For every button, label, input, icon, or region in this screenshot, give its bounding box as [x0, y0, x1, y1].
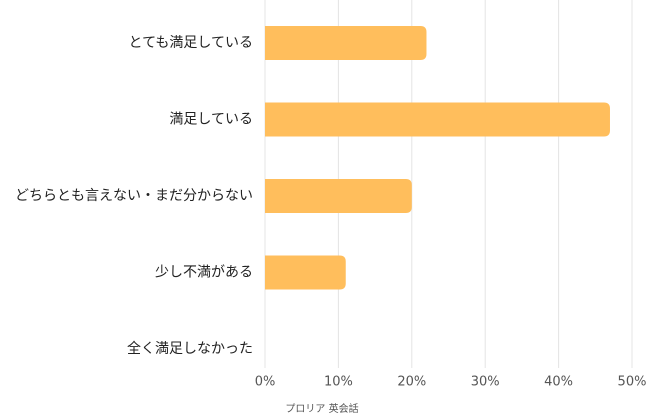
y-tick-label: とても満足している	[129, 35, 253, 51]
y-tick-label: どちらとも言えない・まだ分からない	[15, 188, 253, 204]
y-tick-label: 満足している	[169, 112, 253, 128]
caption: プロリア 英会話	[285, 402, 358, 415]
y-tick-label: 少し不満がある	[155, 265, 253, 281]
x-tick-label: 40%	[544, 375, 573, 390]
x-tick-label: 20%	[397, 375, 426, 390]
bar	[265, 255, 346, 290]
bar	[265, 102, 610, 137]
x-tick-label: 30%	[471, 375, 500, 390]
bar	[265, 26, 427, 60]
y-tick-label: 全く満足しなかった	[127, 340, 253, 357]
bar	[265, 179, 412, 213]
x-tick-label: 50%	[618, 375, 647, 390]
x-tick-label: 10%	[324, 375, 353, 390]
x-tick-label: 0%	[255, 375, 276, 390]
